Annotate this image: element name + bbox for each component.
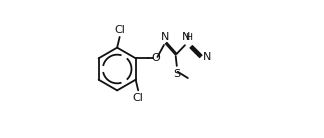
Text: O: O [151, 53, 160, 63]
Text: N: N [160, 32, 169, 42]
Text: H: H [186, 33, 192, 42]
Text: N: N [203, 51, 211, 62]
Text: S: S [173, 69, 180, 79]
Text: Cl: Cl [133, 93, 144, 103]
Text: N: N [182, 32, 190, 42]
Text: Cl: Cl [114, 25, 125, 35]
